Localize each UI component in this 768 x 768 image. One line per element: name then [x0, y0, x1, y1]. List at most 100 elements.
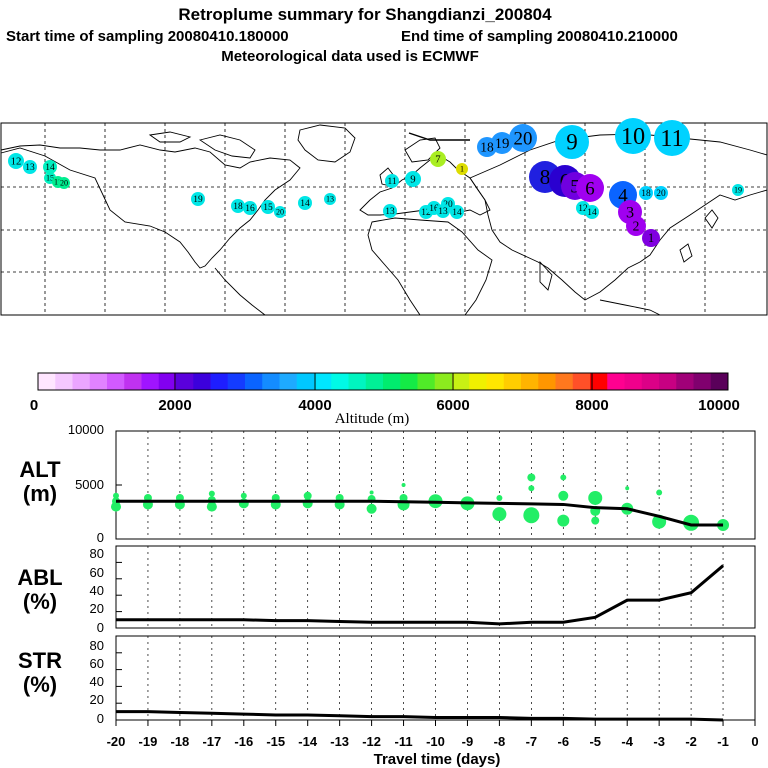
altitude-point — [528, 485, 535, 492]
altitude-point — [560, 474, 567, 481]
plume-marker-label: 1 — [648, 231, 654, 245]
plume-marker-label: 16 — [245, 204, 255, 214]
plume-marker — [43, 160, 57, 174]
alt-plot — [111, 430, 756, 540]
plume-marker — [261, 200, 275, 214]
coastline-outline — [0, 124, 768, 316]
plume-marker — [274, 206, 286, 218]
str-ytick: 60 — [90, 656, 104, 671]
colorbar-frame — [37, 372, 729, 391]
alt-ytick: 0 — [97, 530, 104, 545]
colorbar-swatch — [314, 373, 332, 390]
altitude-point — [303, 491, 312, 500]
plume-marker-label: 14 — [45, 163, 55, 173]
colorbar-title: Altitude (m) — [335, 411, 410, 427]
colorbar-swatch — [693, 373, 712, 390]
x-tick-label: -6 — [558, 734, 570, 749]
colorbar-swatch — [590, 373, 608, 390]
x-axis-label: Travel time (days) — [374, 751, 501, 768]
plume-marker-label: 20 — [276, 208, 284, 217]
series-line — [116, 710, 724, 722]
plume-marker — [576, 174, 604, 202]
abl-panel-label: ABL — [17, 565, 62, 590]
x-tick-label: -14 — [298, 734, 318, 749]
plume-marker — [436, 204, 450, 218]
altitude-point — [369, 490, 374, 495]
plume-marker-label: 8 — [540, 165, 551, 189]
figure-title: Retroplume summary for Shangdianzi_20080… — [178, 5, 552, 24]
colorbar-swatch — [503, 373, 522, 390]
plume-marker — [615, 118, 651, 154]
colorbar-swatch — [331, 373, 349, 390]
x-tick-label: 0 — [751, 734, 758, 749]
abl-ytick: 40 — [90, 583, 104, 598]
x-tick-label: -15 — [266, 734, 285, 749]
plume-marker — [477, 137, 497, 157]
altitude-point — [492, 507, 507, 522]
plume-marker — [642, 229, 660, 247]
colorbar-swatch — [141, 373, 160, 390]
colorbar-tick: 0 — [30, 397, 38, 414]
plume-marker-label: 5 — [570, 176, 579, 197]
colorbar-swatch — [676, 373, 694, 390]
colorbar-swatch — [641, 373, 660, 390]
colorbar-tick: 6000 — [436, 397, 469, 414]
plume-marker — [639, 186, 653, 200]
plume-marker-label: 13 — [326, 195, 334, 204]
plume-marker-label: 18 — [641, 189, 651, 199]
plume-marker-label: 20 — [514, 128, 533, 149]
altitude-point — [557, 514, 570, 527]
plume-marker-label: 12 — [578, 204, 588, 214]
colorbar-swatch — [124, 373, 142, 390]
colorbar-swatches — [38, 373, 729, 390]
colorbar-swatch — [365, 373, 384, 390]
sampling-start-text: Start time of sampling 20080410.180000 — [6, 28, 289, 45]
colorbar-swatch — [55, 373, 73, 390]
plume-marker — [231, 199, 245, 213]
plume-marker-label: 13 — [25, 163, 35, 173]
altitude-colorbar: 0 2000 4000 6000 8000 10000 Altitude (m) — [30, 372, 740, 427]
str-plot — [115, 635, 756, 722]
colorbar-swatch — [210, 373, 229, 390]
plume-marker — [555, 125, 589, 159]
plume-marker-label: 4 — [618, 185, 628, 206]
altitude-point — [113, 492, 119, 499]
colorbar-tick: 8000 — [575, 397, 608, 414]
colorbar-swatch — [89, 373, 108, 390]
plume-marker — [430, 151, 446, 167]
altitude-point — [206, 501, 217, 512]
x-tick-label: -16 — [234, 734, 253, 749]
abl-plot — [115, 545, 756, 629]
colorbar-swatch — [296, 373, 315, 390]
x-tick-label: -13 — [330, 734, 349, 749]
x-tick-label: -10 — [426, 734, 445, 749]
colorbar-swatch — [72, 373, 91, 390]
plume-marker-label: 6 — [585, 178, 594, 199]
colorbar-swatch — [279, 373, 298, 390]
plume-marker — [509, 124, 537, 152]
colorbar-swatch — [400, 373, 418, 390]
str-panel-unit: (%) — [23, 672, 57, 697]
x-tick-label: -18 — [171, 734, 190, 749]
trajectory-path — [408, 132, 470, 141]
plume-marker — [405, 171, 421, 187]
plume-marker-label: 9 — [410, 174, 415, 186]
str-ytick: 80 — [90, 638, 104, 653]
colorbar-tick: 4000 — [298, 397, 331, 414]
altitude-point — [240, 492, 247, 499]
alt-ytick: 5000 — [75, 477, 104, 492]
x-tick-label: -8 — [494, 734, 506, 749]
altitude-point — [591, 516, 600, 525]
series-line — [116, 564, 725, 626]
x-tick-label: -4 — [621, 734, 633, 749]
colorbar-swatch — [38, 373, 56, 390]
series-line — [116, 499, 724, 527]
plume-marker-label: 13 — [438, 207, 448, 217]
plume-marker-label: 19 — [193, 195, 203, 205]
plume-marker-label: 19 — [734, 186, 742, 195]
plume-marker — [383, 204, 397, 218]
x-tick-label: -11 — [395, 734, 413, 749]
altitude-point — [656, 489, 663, 496]
colorbar-swatch — [107, 373, 125, 390]
